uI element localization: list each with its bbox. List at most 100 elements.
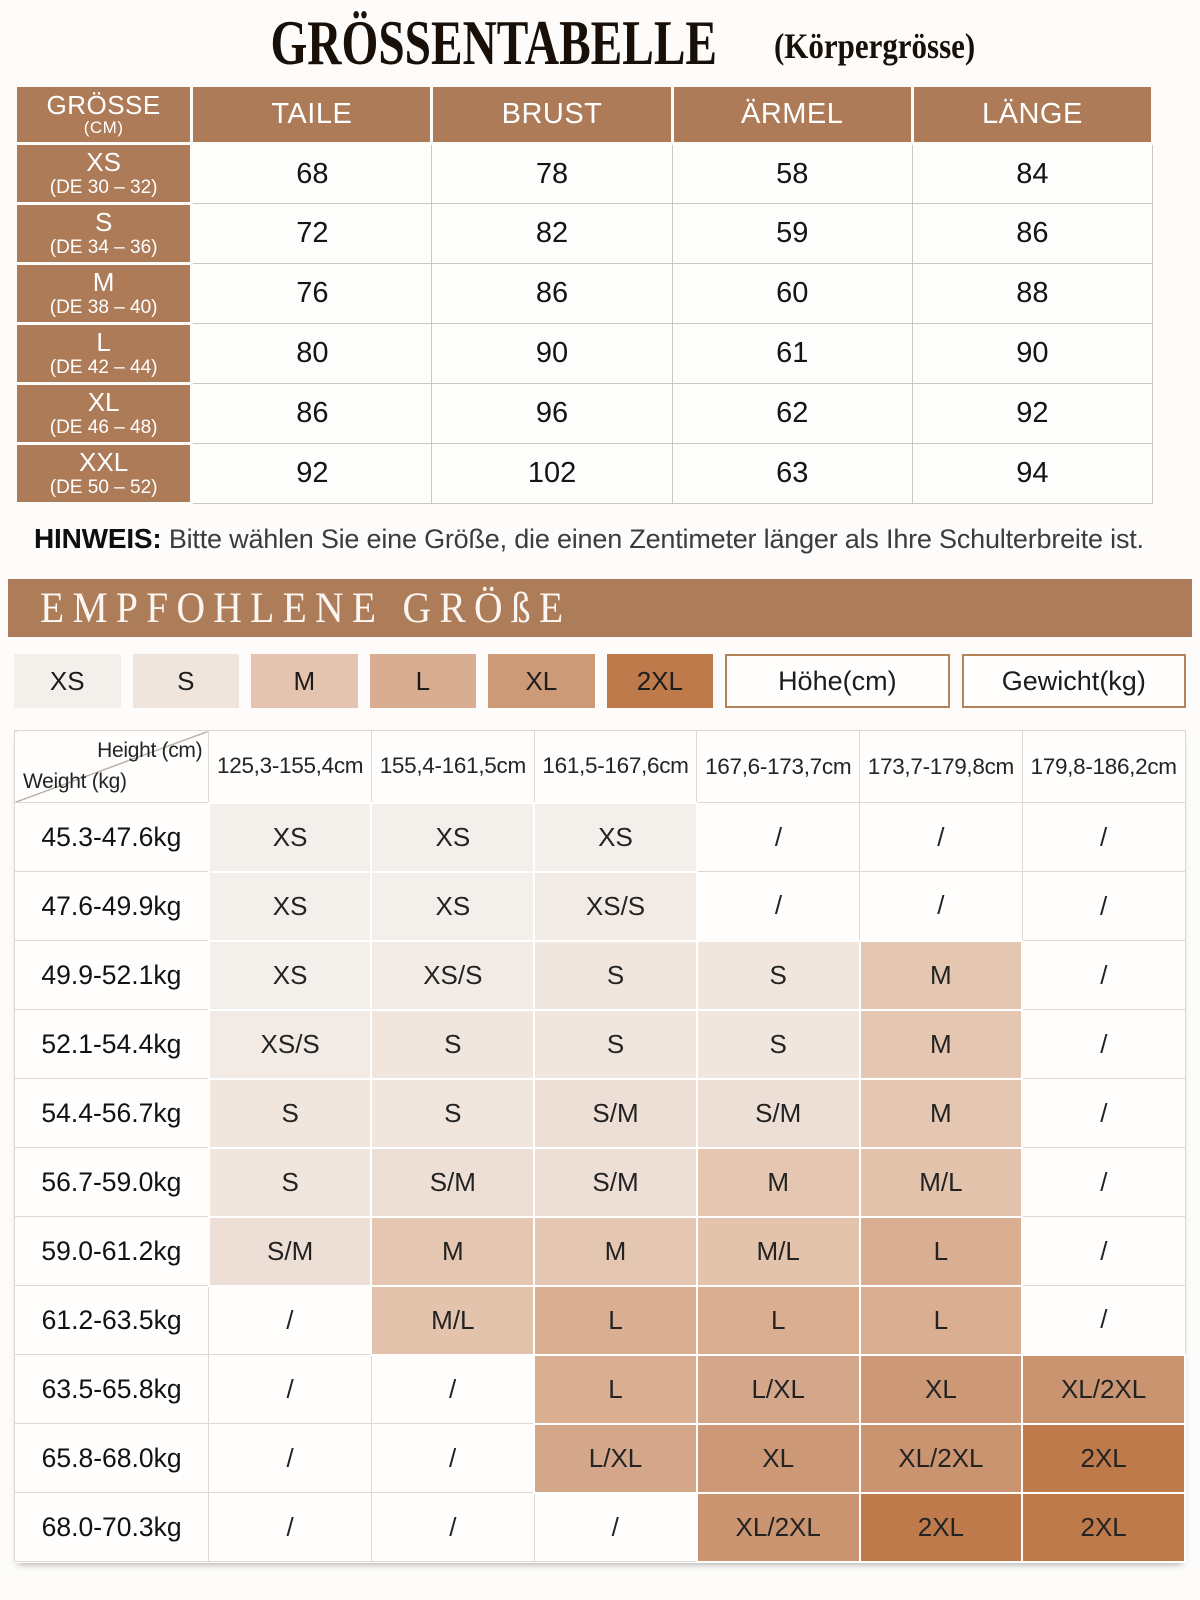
legend-box-label: Höhe(cm) [778, 665, 897, 696]
legend-box-hoehe: Höhe(cm) [725, 654, 950, 708]
legend-box-gewicht: Gewicht(kg) [961, 654, 1187, 708]
size-label-xl: XL (DE 46 – 48) [13, 382, 194, 445]
matrix-row: 49.9-52.1kg XS XS/S S S M / [13, 939, 1186, 1011]
size-label-s: S (DE 34 – 36) [13, 202, 194, 265]
matrix-cell: XL [695, 1422, 861, 1494]
matrix-cell: M [533, 1215, 698, 1287]
size-value-cell: 90 [911, 323, 1154, 384]
matrix-cell: S [695, 939, 861, 1011]
size-value-cell: 92 [191, 443, 433, 504]
matrix-cell: XS [207, 939, 373, 1011]
matrix-cell: / [208, 1354, 372, 1424]
size-value-cell: 90 [431, 323, 673, 384]
matrix-cell: M/L [695, 1215, 861, 1287]
matrix-cell: / [1021, 1147, 1186, 1217]
matrix-cell: S [370, 1008, 536, 1080]
size-name: L [96, 327, 111, 358]
matrix-cell: XS [370, 870, 536, 942]
weight-label: 59.0-61.2kg [13, 1216, 210, 1286]
matrix-cell: M [858, 1077, 1024, 1149]
matrix-corner-cell: Height (cm) Weight (kg) [13, 730, 210, 803]
matrix-row: 47.6-49.9kg XS XS XS/S / / / [13, 870, 1186, 942]
legend-swatch-l: L [369, 654, 477, 708]
matrix-cell: L [695, 1284, 861, 1356]
matrix-cell: / [1021, 1078, 1186, 1148]
height-column-header: 161,5-167,6cm [533, 730, 698, 803]
size-de-range: (DE 30 – 32) [49, 177, 158, 199]
matrix-cell: / [208, 1285, 372, 1355]
size-row-xxl: XXL (DE 50 – 52) 92 102 63 94 [13, 442, 1154, 505]
matrix-cell: / [1021, 1009, 1186, 1079]
matrix-cell: S [695, 1008, 861, 1080]
matrix-row: 61.2-63.5kg / M/L L L L / [13, 1284, 1186, 1356]
matrix-cell: / [533, 1492, 698, 1562]
size-color-legend: XS S M L XL 2XL Höhe(cm) Gewicht(kg) [14, 654, 1187, 708]
matrix-cell: L/XL [533, 1422, 698, 1494]
matrix-cell: XL/2XL [695, 1491, 861, 1563]
size-label-xs: XS (DE 30 – 32) [13, 142, 194, 205]
size-value-cell: 82 [431, 203, 673, 264]
matrix-cell: / [859, 802, 1023, 872]
legend-swatch-m: M [251, 654, 358, 708]
size-value-cell: 78 [431, 143, 673, 204]
recommended-size-banner: EMPFOHLENE GRÖßE [8, 579, 1192, 637]
matrix-cell: L/XL [695, 1353, 861, 1425]
legend-swatch-label: M [293, 665, 316, 696]
matrix-cell: XS/S [370, 939, 536, 1011]
matrix-cell: XS [533, 801, 698, 873]
matrix-cell: / [696, 802, 861, 872]
size-value-cell: 63 [671, 443, 913, 504]
corner-height-label: Height (cm) [97, 739, 203, 762]
weight-label: 63.5-65.8kg [13, 1354, 210, 1424]
matrix-cell: XS [207, 870, 373, 942]
matrix-cell: M [695, 1146, 861, 1218]
size-value-cell: 96 [431, 383, 673, 444]
legend-swatch-label: XL [525, 665, 558, 696]
weight-label: 54.4-56.7kg [13, 1078, 210, 1148]
groesse-header-unit: (CM) [83, 118, 124, 138]
matrix-cell: L [533, 1284, 698, 1356]
column-header-brust: BRUST [430, 84, 674, 145]
size-value-cell: 62 [671, 383, 913, 444]
matrix-cell: M [858, 939, 1024, 1011]
legend-swatch-2xl: 2XL [606, 654, 714, 708]
height-column-header: 179,8-186,2cm [1021, 730, 1186, 803]
size-value-cell: 86 [911, 203, 1154, 264]
matrix-cell: S/M [533, 1146, 698, 1218]
matrix-cell: S [370, 1077, 536, 1149]
size-value-cell: 72 [191, 203, 433, 264]
size-label-m: M (DE 38 – 40) [13, 262, 194, 325]
size-value-cell: 61 [671, 323, 913, 384]
size-row-s: S (DE 34 – 36) 72 82 59 86 [13, 202, 1154, 265]
matrix-cell: S/M [533, 1077, 698, 1149]
matrix-row: 68.0-70.3kg / / / XL/2XL 2XL 2XL [13, 1491, 1186, 1563]
weight-label: 52.1-54.4kg [13, 1009, 210, 1079]
size-value-cell: 68 [191, 143, 433, 204]
hinweis-note: HINWEIS: Bitte wählen Sie eine Größe, di… [34, 523, 1186, 555]
matrix-cell: / [208, 1492, 372, 1562]
hinweis-label: HINWEIS: [34, 523, 162, 554]
size-value-cell: 86 [191, 383, 433, 444]
size-de-range: (DE 42 – 44) [49, 357, 158, 379]
legend-swatch-label: S [177, 665, 195, 696]
matrix-cell: / [370, 1354, 535, 1424]
legend-swatch-label: L [415, 665, 431, 696]
matrix-row: 63.5-65.8kg / / L L/XL XL XL/2XL [13, 1353, 1186, 1425]
size-value-cell: 102 [431, 443, 673, 504]
matrix-header-row: Height (cm) Weight (kg) 125,3-155,4cm 15… [13, 730, 1186, 803]
size-label-xxl: XXL (DE 50 – 52) [13, 442, 194, 505]
height-column-header: 173,7-179,8cm [859, 730, 1023, 803]
height-column-header: 167,6-173,7cm [696, 730, 861, 803]
recommended-size-banner-text: EMPFOHLENE GRÖßE [40, 584, 572, 632]
size-value-cell: 59 [671, 203, 913, 264]
matrix-cell: / [1021, 871, 1186, 941]
legend-swatch-xl: XL [488, 654, 595, 708]
size-chart-page: GRÖSSENTABELLE (Körpergrösse) GRÖSSE (CM… [8, 6, 1192, 1563]
matrix-cell: XS [207, 801, 373, 873]
weight-label: 45.3-47.6kg [13, 802, 210, 872]
matrix-cell: / [1021, 940, 1186, 1010]
height-column-header: 155,4-161,5cm [370, 730, 535, 803]
matrix-cell: M [858, 1008, 1024, 1080]
page-title: GRÖSSENTABELLE (Körpergrösse) [14, 6, 1186, 80]
size-row-l: L (DE 42 – 44) 80 90 61 90 [13, 322, 1154, 385]
